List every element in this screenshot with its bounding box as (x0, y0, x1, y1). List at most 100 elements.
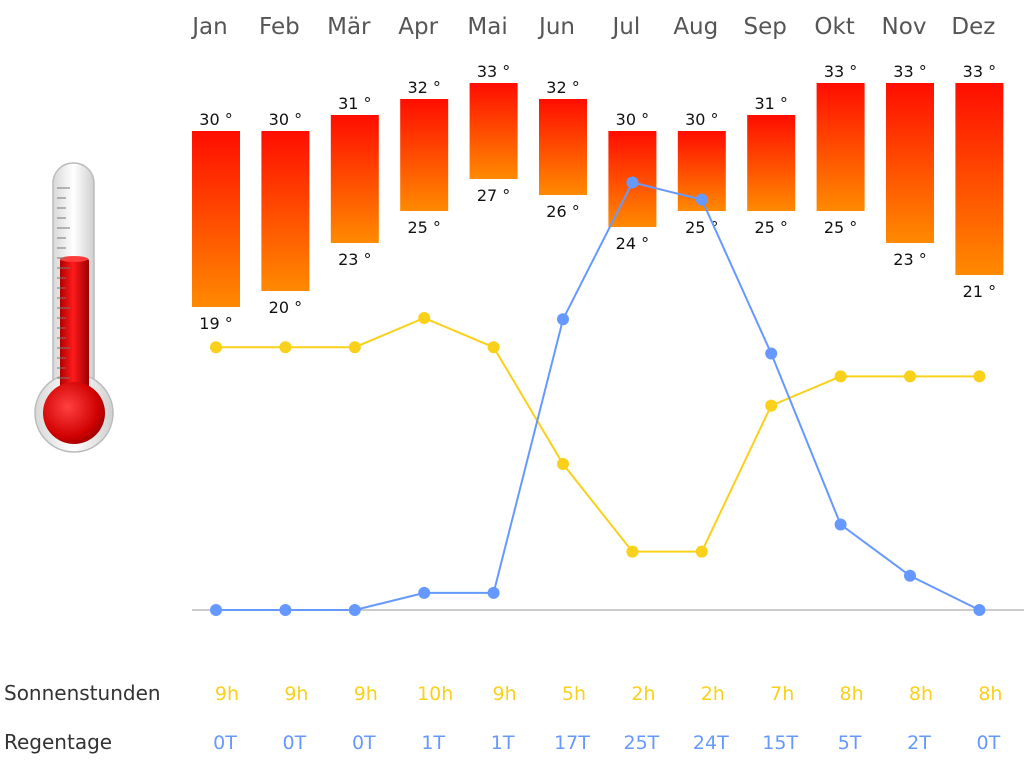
max-temp-label: 30 ° (269, 110, 302, 129)
rain-days-value: 17T (554, 732, 590, 754)
sun-hours-point (834, 370, 847, 383)
max-temp-label: 31 ° (338, 94, 371, 113)
temperature-bar (469, 83, 518, 179)
month-label: Feb (259, 14, 300, 40)
max-temp-label: 33 ° (824, 62, 857, 81)
rain-days-value: 0T (213, 732, 237, 754)
min-temp-label: 26 ° (546, 202, 579, 221)
month-label: Dez (951, 14, 995, 40)
month-labels: Jan Feb Mär Apr Mai Jun Jul Aug Sep Okt Nov Dez (190, 14, 995, 40)
month-label: Sep (744, 14, 787, 40)
temperature-bars: 30 ° 19 ° 30 ° 20 ° 31 ° 23 ° 32 ° 25 ° 33 ° 27 °… (192, 62, 1004, 333)
rain-days-value: 0T (352, 732, 376, 754)
min-temp-label: 23 ° (338, 250, 371, 269)
thermometer-icon (34, 162, 114, 453)
rain-days-point (557, 313, 569, 326)
temperature-bar (192, 131, 240, 307)
temperature-bar (955, 83, 1004, 275)
sun-hours-point (487, 341, 500, 354)
min-temp-label: 21 ° (963, 282, 996, 301)
sun-hours-value: 9h (215, 683, 239, 705)
sun-hours-point (973, 370, 986, 383)
sun-hours-value: 8h (840, 683, 864, 705)
min-temp-label: 20 ° (269, 298, 302, 317)
min-temp-label: 25 ° (685, 218, 718, 237)
rain-days-point (834, 518, 847, 531)
month-label: Apr (398, 14, 438, 40)
sun-hours-point (557, 458, 569, 470)
rain-days-line (216, 181, 980, 611)
sun-hours-point (418, 312, 431, 324)
temperature-bar (886, 83, 934, 243)
sun-hours-value: 9h (354, 683, 378, 705)
rain-days-value: 1T (421, 732, 445, 754)
temperature-bar (539, 99, 587, 195)
max-temp-label: 30 ° (616, 110, 649, 129)
month-label: Jan (190, 14, 227, 40)
max-temp-label: 32 ° (407, 78, 440, 97)
min-temp-label: 27 ° (477, 186, 510, 205)
month-label: Aug (673, 14, 718, 40)
month-label: Jun (537, 14, 575, 40)
chart-lines (210, 176, 986, 616)
max-temp-label: 33 ° (893, 62, 926, 81)
sun-hours-point (626, 545, 639, 558)
max-temp-label: 30 ° (685, 110, 718, 129)
temperature-bar (400, 99, 449, 211)
rain-days-point (904, 569, 916, 582)
min-temp-label: 24 ° (616, 234, 649, 253)
sun-hours-point (210, 341, 222, 354)
rain-days-row: 0T 0T 0T 1T 1T 17T 25T 24T 15T 5T 2T 0T (213, 732, 1000, 754)
rain-days-value: 15T (762, 732, 798, 754)
rain-days-value: 25T (624, 732, 660, 754)
sun-hours-value: 2h (701, 683, 725, 705)
month-label: Okt (814, 14, 854, 40)
rain-days-point (418, 586, 431, 599)
min-temp-label: 25 ° (754, 218, 787, 237)
sun-hours-value: 8h (978, 683, 1002, 705)
rain-days-point (695, 193, 708, 206)
rain-days-point (348, 604, 361, 616)
min-temp-label: 19 ° (199, 314, 232, 333)
rain-days-value: 2T (907, 732, 931, 754)
sun-hours-point (904, 370, 916, 383)
month-label: Mai (467, 14, 507, 40)
sun-hours-value: 9h (284, 683, 308, 705)
rain-days-value: 1T (491, 732, 515, 754)
month-label: Mär (327, 14, 371, 40)
min-temp-label: 25 ° (824, 218, 857, 237)
rain-days-value: 0T (283, 732, 307, 754)
rain-days-value: 0T (977, 732, 1001, 754)
max-temp-label: 32 ° (546, 78, 579, 97)
sun-hours-row: 9h 9h 9h 10h 9h 5h 2h 2h 7h 8h 8h 8h (215, 683, 1003, 705)
sun-hours-value: 9h (493, 683, 517, 705)
sun-hours-value: 7h (770, 683, 794, 705)
temperature-bar (747, 115, 796, 211)
temperature-bar (261, 131, 310, 291)
temperature-bar (816, 83, 865, 211)
sun-hours-point (348, 341, 361, 354)
min-temp-label: 23 ° (893, 250, 926, 269)
sun-hours-value: 2h (631, 683, 655, 705)
sun-hours-point (765, 399, 778, 412)
max-temp-label: 31 ° (754, 94, 787, 113)
rain-days-point (765, 347, 778, 360)
temperature-bar (330, 115, 379, 243)
sun-hours-point (279, 341, 292, 354)
sun-hours-line (216, 316, 980, 553)
sun-hours-value: 8h (909, 683, 933, 705)
rain-days-point (210, 604, 222, 616)
rain-row-label: Regentage (4, 730, 112, 754)
month-label: Jul (611, 14, 641, 40)
rain-days-point (487, 586, 500, 599)
sun-hours-point (695, 545, 708, 558)
max-temp-label: 33 ° (477, 62, 510, 81)
min-temp-label: 25 ° (407, 218, 440, 237)
rain-days-point (626, 176, 639, 189)
max-temp-label: 30 ° (199, 110, 232, 129)
rain-days-value: 5T (838, 732, 862, 754)
rain-days-point (973, 604, 986, 616)
sun-hours-value: 10h (417, 683, 453, 705)
rain-days-point (279, 604, 292, 616)
